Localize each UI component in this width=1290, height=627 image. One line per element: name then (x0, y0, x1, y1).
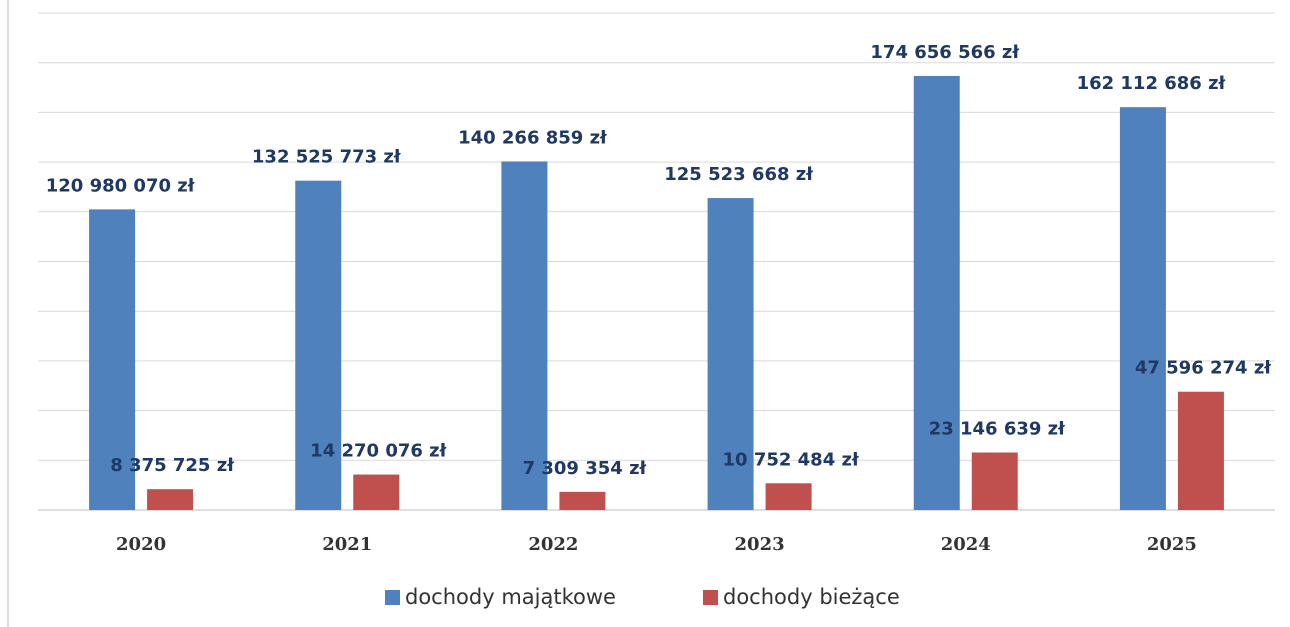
x-tick-label: 2024 (941, 534, 991, 555)
x-tick-label: 2022 (528, 534, 578, 555)
chart-frame (7, 0, 9, 627)
bar (353, 474, 400, 510)
x-tick-label: 2025 (1147, 534, 1197, 555)
data-label: 132 525 773 zł (252, 147, 402, 168)
bar (559, 491, 606, 510)
legend-label: dochody majątkowe (405, 585, 616, 609)
data-label: 10 752 484 zł (723, 449, 860, 470)
x-tick-label: 2023 (735, 534, 785, 555)
bar (89, 209, 136, 510)
x-tick-label: 2021 (322, 534, 372, 555)
legend-label: dochody bieżące (723, 585, 900, 609)
legend-swatch (703, 590, 718, 605)
bar (501, 161, 548, 510)
legend-swatch (385, 590, 400, 605)
bar (765, 483, 812, 510)
bar (295, 180, 342, 510)
data-label: 23 146 639 zł (929, 418, 1066, 439)
bar (913, 75, 960, 511)
data-label: 125 523 668 zł (664, 164, 814, 185)
data-label: 8 375 725 zł (110, 455, 235, 476)
data-label: 14 270 076 zł (310, 441, 447, 462)
data-label: 162 112 686 zł (1077, 73, 1227, 94)
bar (1119, 107, 1166, 511)
data-label: 174 656 566 zł (870, 42, 1020, 63)
bar (147, 489, 194, 510)
bar (1177, 391, 1224, 510)
data-label: 7 309 354 zł (523, 458, 648, 479)
data-label: 140 266 859 zł (458, 127, 608, 148)
x-tick-label: 2020 (116, 534, 166, 555)
bar (707, 198, 754, 511)
data-label: 120 980 070 zł (46, 175, 196, 196)
data-label: 47 596 274 zł (1135, 358, 1272, 379)
bar (971, 452, 1018, 510)
